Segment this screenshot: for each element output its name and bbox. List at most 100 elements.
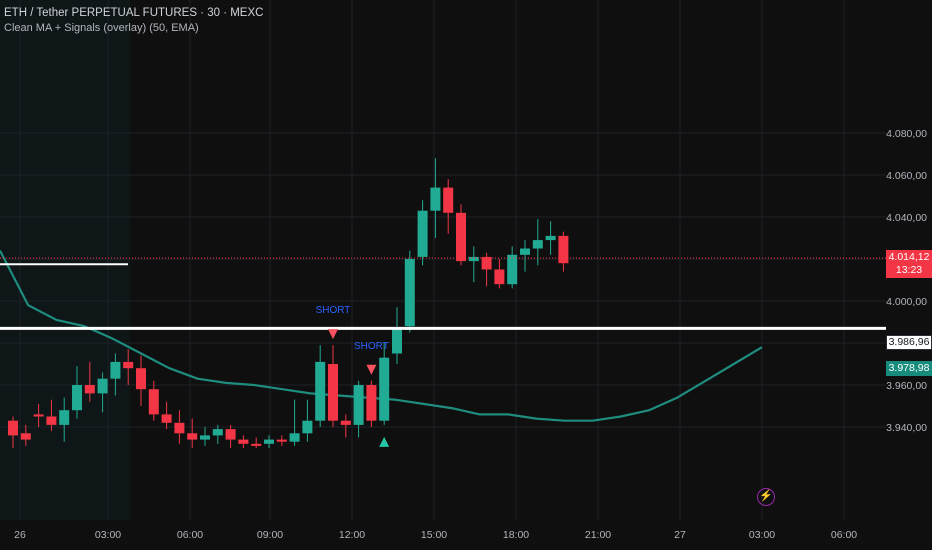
time-tick-label: 21:00 bbox=[585, 529, 611, 541]
candle-body bbox=[238, 439, 249, 444]
time-tick-label: 06:00 bbox=[831, 529, 857, 541]
price-tick-label: 4.040,00 bbox=[886, 212, 927, 224]
candle bbox=[46, 399, 57, 432]
candle-body bbox=[340, 420, 351, 425]
candle-body bbox=[443, 187, 454, 213]
candle bbox=[136, 355, 146, 406]
candle bbox=[72, 366, 82, 419]
signals: SHORT SHORT bbox=[316, 305, 390, 447]
candle-body bbox=[366, 385, 377, 421]
candle bbox=[520, 240, 530, 272]
candle bbox=[430, 158, 441, 238]
candle bbox=[187, 418, 198, 448]
candle-body bbox=[507, 254, 518, 285]
candle-body bbox=[264, 439, 274, 444]
candle-body bbox=[123, 361, 134, 369]
symbol-title[interactable]: ETH / Tether PERPETUAL FUTURES · 30 · ME… bbox=[4, 7, 264, 19]
long-arrow-icon bbox=[379, 436, 390, 447]
price-tick-label: 4.000,00 bbox=[886, 296, 927, 308]
candle bbox=[315, 345, 326, 427]
time-tick-label: 03:00 bbox=[95, 529, 121, 541]
time-tick-label: 27 bbox=[674, 529, 686, 541]
candle-body bbox=[276, 439, 287, 442]
time-tick-label: 06:00 bbox=[177, 529, 203, 541]
candle-body bbox=[558, 235, 569, 264]
candle bbox=[251, 437, 262, 448]
hline-price-tag: 3.986,96 bbox=[886, 335, 932, 350]
candle-body bbox=[148, 389, 159, 415]
candle bbox=[456, 204, 466, 266]
candle bbox=[110, 353, 121, 396]
candle bbox=[174, 410, 185, 444]
last-price-tag: 4.014,12 13:23 bbox=[886, 250, 932, 278]
candle bbox=[468, 246, 479, 283]
short-arrow-icon bbox=[366, 364, 377, 375]
candle-body bbox=[494, 269, 505, 285]
candle bbox=[200, 427, 210, 446]
candle bbox=[404, 250, 415, 333]
candle-body bbox=[110, 361, 121, 379]
ema-price-tag: 3.978,98 bbox=[886, 361, 932, 376]
time-tick-label: 12:00 bbox=[339, 529, 365, 541]
time-tick-label: 26 bbox=[14, 529, 26, 541]
candle-body bbox=[456, 212, 466, 262]
candle bbox=[558, 231, 569, 272]
candle-body bbox=[289, 433, 300, 442]
candle-body bbox=[8, 420, 18, 436]
time-tick-label: 15:00 bbox=[421, 529, 447, 541]
candle-body bbox=[161, 414, 172, 423]
candle-body bbox=[59, 410, 70, 425]
time-tick-label: 03:00 bbox=[749, 529, 775, 541]
price-tick-label: 3.940,00 bbox=[886, 422, 927, 434]
candle-body bbox=[187, 433, 198, 440]
time-tick-label: 09:00 bbox=[257, 529, 283, 541]
candle-body bbox=[315, 361, 326, 421]
candle bbox=[494, 259, 505, 289]
candle-body bbox=[481, 256, 492, 270]
candle-body bbox=[174, 422, 185, 434]
candle-body bbox=[417, 210, 428, 257]
candle bbox=[392, 307, 402, 364]
candle-body bbox=[328, 364, 338, 421]
candle bbox=[302, 399, 313, 442]
candle-body bbox=[200, 435, 210, 440]
candle-body bbox=[468, 256, 479, 262]
candle-body bbox=[225, 429, 236, 440]
candle bbox=[161, 401, 172, 430]
lightning-bolt-icon[interactable]: ⚡ bbox=[757, 488, 775, 506]
candle-body bbox=[136, 368, 146, 390]
candle bbox=[148, 380, 159, 421]
candle-body bbox=[212, 429, 223, 436]
candle-body bbox=[532, 240, 543, 249]
time-tick-label: 18:00 bbox=[503, 529, 529, 541]
price-tick-label: 4.080,00 bbox=[886, 128, 927, 140]
candle-body bbox=[430, 187, 441, 211]
candle-body bbox=[84, 385, 95, 394]
candle bbox=[353, 380, 364, 438]
candle-body bbox=[392, 328, 402, 354]
last-price-value: 4.014,12 bbox=[888, 251, 930, 263]
indicator-legend[interactable]: Clean MA + Signals (overlay) (50, EMA) bbox=[4, 22, 199, 34]
price-tick-label: 4.060,00 bbox=[886, 170, 927, 182]
candle bbox=[264, 435, 274, 448]
candle-body bbox=[97, 378, 108, 394]
candle-body bbox=[72, 385, 82, 411]
time-axis[interactable]: 26 03:00 06:00 09:00 12:00 15:00 18:00 21:00 27 0… bbox=[14, 529, 857, 541]
horizontal-lines[interactable] bbox=[0, 263, 886, 330]
short-signal-label: SHORT bbox=[354, 341, 389, 352]
candle bbox=[20, 424, 31, 446]
candle bbox=[33, 403, 44, 427]
candle-body bbox=[302, 420, 313, 434]
candle bbox=[225, 424, 236, 448]
candle-body bbox=[20, 433, 31, 440]
candle bbox=[8, 416, 18, 448]
candle-body bbox=[251, 443, 262, 446]
short-signal-label: SHORT bbox=[316, 305, 351, 316]
candle-body bbox=[33, 414, 44, 417]
candle bbox=[84, 361, 95, 402]
candle bbox=[59, 397, 70, 442]
candle-body bbox=[46, 416, 57, 425]
candle bbox=[238, 435, 249, 448]
price-tick-label: 3.960,00 bbox=[886, 380, 927, 392]
